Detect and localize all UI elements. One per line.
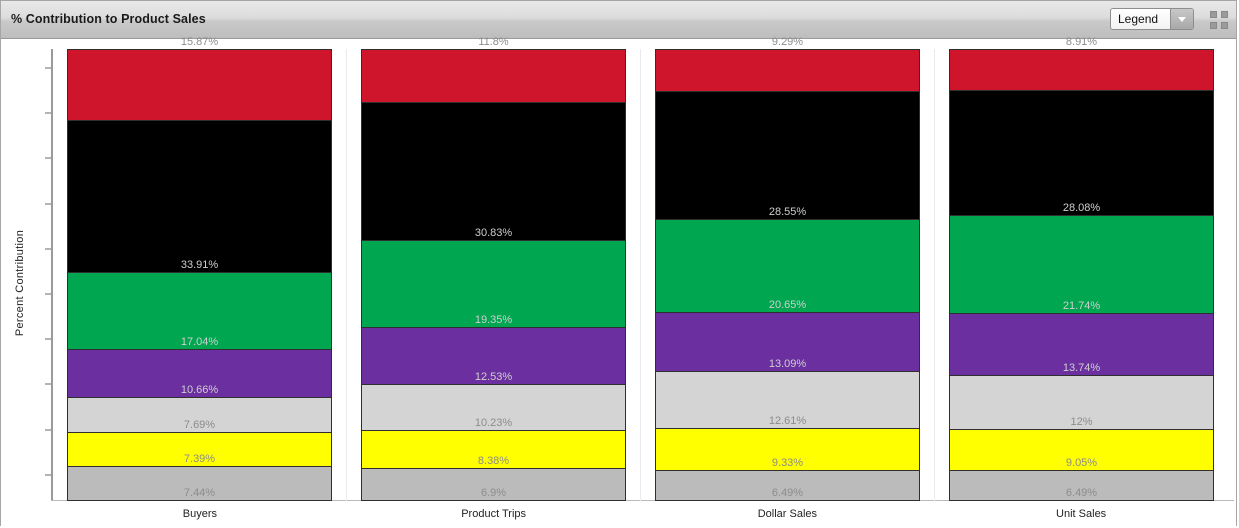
y-axis-tick [45,67,52,69]
legend-dropdown-button[interactable]: Legend [1110,8,1194,30]
bar-panel: 11.8% 30.83% 19.35% 12.53% 10.23% 8.38% 6.9% [347,36,641,501]
bar-segment-value: 12.53% [474,370,513,383]
bar-segment[interactable]: 9.33% [655,427,920,471]
bar-segment-value: 20.65% [768,298,807,311]
x-axis-label: Unit Sales [1056,508,1107,520]
x-axis-label: Buyers [182,508,217,520]
y-axis-tick [45,112,52,115]
bar-panel: 15.87% 33.91% 17.04% 10.66% 7.69% 7.39% 7.44% [53,36,347,501]
stacked-bar[interactable]: 15.87% 33.91% 17.04% 10.66% 7.69% 7.39% 7.44% [67,36,332,501]
bar-segment[interactable]: 8.38% [361,430,626,469]
bar-segment[interactable]: 13.09% [655,311,920,371]
bar-segment-value: 33.91% [180,259,219,272]
y-axis-tick [45,383,52,386]
x-axis-label: Dollar Sales [757,508,818,520]
bar-segment[interactable]: 20.65% [655,219,920,312]
bar-segment-value: 7.69% [183,419,216,432]
bar-segment-value: 21.74% [1062,299,1101,312]
page-title: % Contribution to Product Sales [11,12,206,26]
bar-segment-value: 10.66% [180,384,219,397]
bar-segment[interactable]: 6.49% [949,470,1214,501]
bar-segment-value: 13.09% [768,357,807,370]
bar-segment-value: 6.9% [480,487,507,499]
bar-segment-value: 13.74% [1062,361,1101,374]
bar-segment[interactable]: 6.49% [655,470,920,501]
bar-segment[interactable]: 12% [949,374,1214,430]
y-axis-tick [45,473,52,476]
bar-segment-value: 9.05% [1065,457,1098,470]
bar-segment[interactable]: 17.04% [67,272,332,349]
chevron-down-icon[interactable] [1170,9,1193,29]
y-axis-title-text: Percent Contribution [14,229,26,336]
bar-segment-value: 12% [1070,416,1093,429]
bar-segment[interactable]: 8.91% [949,36,1214,90]
bar-segment-value: 7.39% [183,452,216,465]
bar-segment[interactable]: 7.39% [67,432,332,466]
bar-segment-value: 6.49% [1065,487,1098,499]
bar-panel: 8.91% 28.08% 21.74% 13.74% 12% 9.05% 6.49% [935,36,1228,501]
stacked-bar[interactable]: 9.29% 28.55% 20.65% 13.09% 12.61% 9.33% 6.49% [655,36,920,501]
bar-segment[interactable]: 15.87% [67,36,332,121]
bar-segment-value: 6.49% [771,487,804,499]
bar-segment-value: 10.23% [474,417,513,430]
bar-segment-value: 30.83% [474,227,513,240]
x-axis-line [51,500,1234,501]
y-axis-tick [45,247,52,250]
plot-area: Percent Contribution 15.87% 33.91% 17.04% 1… [1,36,1236,526]
bar-segment[interactable]: 21.74% [949,215,1214,313]
y-axis-ticks [45,49,52,501]
bar-segment[interactable]: 12.53% [361,327,626,384]
bar-segment[interactable]: 10.23% [361,383,626,431]
bar-segment[interactable]: 19.35% [361,240,626,328]
y-axis-title: Percent Contribution [11,39,29,526]
bar-segment[interactable]: 7.44% [67,465,332,501]
bar-segment[interactable]: 28.08% [949,89,1214,216]
bar-segment[interactable]: 13.74% [949,312,1214,375]
bar-segment[interactable]: 6.9% [361,468,626,501]
bar-segment-value: 8.38% [477,455,510,468]
bar-segment-value: 17.04% [180,335,219,348]
y-axis-line [51,49,53,501]
bar-segment-value: 19.35% [474,314,513,327]
y-axis-tick [45,338,52,341]
bar-segment[interactable]: 9.29% [655,36,920,92]
stacked-bar[interactable]: 8.91% 28.08% 21.74% 13.74% 12% 9.05% 6.49% [949,36,1214,501]
bar-segment[interactable]: 33.91% [67,120,332,273]
y-axis-tick [45,428,52,431]
bar-segment-value: 28.55% [768,206,807,218]
bar-panels: 15.87% 33.91% 17.04% 10.66% 7.69% 7.39% 7.44% 1… [53,36,1228,501]
x-axis-label: Product Trips [461,508,527,520]
bar-segment-value: 28.08% [1062,202,1101,215]
bar-segment-value: 9.33% [771,457,804,470]
bar-segment[interactable]: 10.66% [67,348,332,398]
bar-segment-value: 12.61% [768,414,807,427]
bar-segment[interactable]: 11.8% [361,36,626,103]
widget-titlebar: % Contribution to Product Sales Legend [1,1,1236,39]
bar-segment[interactable]: 28.55% [655,91,920,219]
y-axis-tick [45,157,52,160]
bar-segment-value: 7.44% [183,487,216,499]
x-axis-labels: Buyers Product Trips Dollar Sales Unit Sale… [53,502,1228,526]
bar-panel: 9.29% 28.55% 20.65% 13.09% 12.61% 9.33% 6.49% [641,36,935,501]
bar-segment[interactable]: 7.69% [67,397,332,433]
expand-icon[interactable] [1210,11,1228,29]
y-axis-tick [45,202,52,205]
bar-segment[interactable]: 30.83% [361,102,626,241]
legend-dropdown-label: Legend [1118,12,1159,26]
bar-segment[interactable]: 12.61% [655,370,920,428]
y-axis-tick [45,293,52,295]
bar-segment[interactable]: 9.05% [949,429,1214,471]
stacked-bar[interactable]: 11.8% 30.83% 19.35% 12.53% 10.23% 8.38% 6.9% [361,36,626,501]
